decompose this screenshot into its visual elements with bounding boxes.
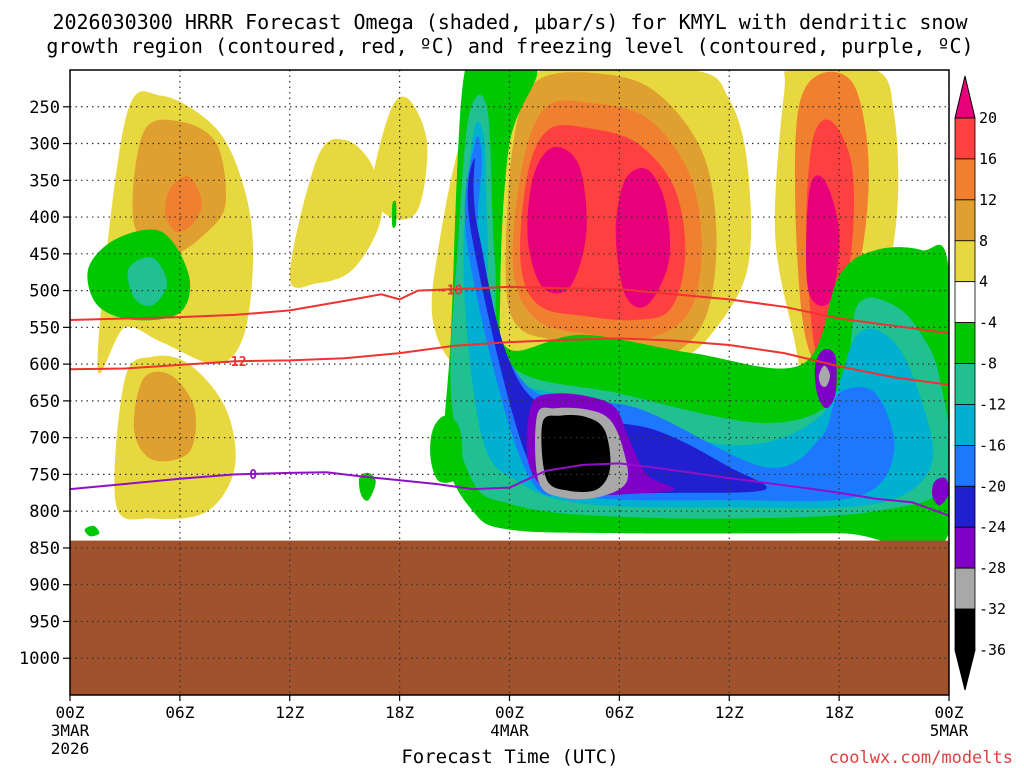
colorbar-swatch bbox=[954, 444, 976, 487]
colorbar-label: -36 bbox=[979, 641, 1006, 659]
colorbar-top-arrow bbox=[954, 75, 976, 119]
colorbar-label: -4 bbox=[979, 314, 997, 332]
colorbar-swatch bbox=[954, 567, 976, 610]
colorbar-label: -32 bbox=[979, 600, 1006, 618]
y-axis: 250 300 350 400 450 500 550 600 650 700 750 800 850 9… bbox=[19, 98, 70, 669]
omega-region-9 bbox=[806, 175, 840, 306]
x-tick-label: 12Z bbox=[275, 703, 304, 722]
colorbar-label: -20 bbox=[979, 477, 1006, 495]
x-tick-label: 06Z bbox=[165, 703, 194, 722]
colorbar-swatch bbox=[954, 117, 976, 160]
omega-region-14 bbox=[133, 371, 197, 462]
omega-region-24 bbox=[541, 414, 611, 493]
omega-region-28 bbox=[127, 256, 168, 307]
colorbar-swatch bbox=[954, 281, 976, 324]
y-tick-label: 500 bbox=[29, 282, 60, 302]
x-tick-label: 00Z bbox=[935, 703, 964, 722]
x-tick-date: 3MAR bbox=[51, 721, 90, 740]
colorbar-swatch bbox=[954, 158, 976, 201]
terrain-block bbox=[70, 540, 949, 695]
omega-shading bbox=[84, 70, 949, 553]
omega-region-15 bbox=[289, 139, 383, 288]
omega-region-31 bbox=[84, 525, 100, 537]
x-tick-label: 18Z bbox=[825, 703, 854, 722]
colorbar-swatch bbox=[954, 199, 976, 242]
x-tick-label: 00Z bbox=[56, 703, 85, 722]
y-tick-label: 450 bbox=[29, 245, 60, 265]
omega-region-30 bbox=[358, 472, 376, 501]
temperature-contours: -18 -12 0 bbox=[70, 283, 949, 517]
grid-lines bbox=[70, 70, 949, 695]
y-tick-label: 950 bbox=[29, 612, 60, 632]
omega-region-26 bbox=[818, 365, 831, 387]
x-axis-label: Forecast Time (UTC) bbox=[401, 746, 618, 768]
y-tick-label: 350 bbox=[29, 171, 60, 191]
colorbar-label: 8 bbox=[979, 232, 988, 250]
colorbar-swatch bbox=[954, 485, 976, 528]
omega-region-33 bbox=[932, 477, 949, 506]
colorbar-swatch bbox=[954, 608, 976, 651]
colorbar-label: -12 bbox=[979, 395, 1006, 413]
omega-region-5 bbox=[615, 167, 671, 308]
y-tick-label: 250 bbox=[29, 98, 60, 118]
y-tick-label: 600 bbox=[29, 355, 60, 375]
colorbar-label: -8 bbox=[979, 355, 997, 373]
colorbar-swatch bbox=[954, 404, 976, 446]
colorbar-label: -16 bbox=[979, 436, 1006, 454]
y-tick-label: 1000 bbox=[19, 649, 60, 669]
y-tick-label: 800 bbox=[29, 502, 60, 522]
colorbar: 20 16 12 8 4 -4 -8 -12 -16 -20 -24 -28 -32 -36 bbox=[954, 75, 1006, 691]
x-tick-label: 12Z bbox=[715, 703, 744, 722]
y-tick-label: 550 bbox=[29, 318, 60, 338]
chart-title-line2: growth region (contoured, red, ºC) and f… bbox=[46, 34, 973, 58]
y-tick-label: 650 bbox=[29, 392, 60, 412]
colorbar-label: -28 bbox=[979, 559, 1006, 577]
colorbar-label: 20 bbox=[979, 109, 997, 127]
x-tick-label: 18Z bbox=[385, 703, 414, 722]
colorbar-swatch bbox=[954, 363, 976, 405]
x-tick-date: 4MAR bbox=[490, 721, 529, 740]
contour-dendritic-lower bbox=[70, 337, 949, 386]
y-tick-label: 750 bbox=[29, 465, 60, 485]
colorbar-swatch bbox=[954, 526, 976, 569]
y-tick-label: 400 bbox=[29, 208, 60, 228]
colorbar-bottom-arrow bbox=[954, 649, 976, 691]
chart-title-line1: 2026030300 HRRR Forecast Omega (shaded, … bbox=[52, 10, 968, 34]
colorbar-swatch bbox=[954, 240, 976, 283]
contour-label-freezing-level: 0 bbox=[249, 468, 257, 483]
omega-region-29 bbox=[430, 415, 463, 483]
contour-dendritic-upper bbox=[70, 285, 949, 335]
contour-label-dendritic-upper: -18 bbox=[439, 283, 463, 298]
x-tick-label: 00Z bbox=[495, 703, 524, 722]
colorbar-swatch bbox=[954, 322, 976, 364]
contour-label-dendritic-lower: -12 bbox=[223, 355, 246, 370]
omega-region-12 bbox=[165, 176, 202, 233]
plot-area: -18 -12 0 bbox=[70, 70, 949, 695]
colorbar-label: 12 bbox=[979, 191, 997, 209]
colorbar-label: -24 bbox=[979, 518, 1006, 536]
omega-region-32 bbox=[391, 200, 397, 228]
colorbar-label: 16 bbox=[979, 150, 997, 168]
colorbar-label: 4 bbox=[979, 273, 988, 291]
y-tick-label: 900 bbox=[29, 576, 60, 596]
x-tick-date: 5MAR bbox=[930, 721, 969, 740]
y-tick-label: 300 bbox=[29, 135, 60, 155]
omega-region-4 bbox=[527, 146, 587, 294]
credit-text: coolwx.com/modelts bbox=[829, 748, 1013, 768]
x-tick-year: 2026 bbox=[51, 739, 90, 758]
y-tick-label: 850 bbox=[29, 539, 60, 559]
contour-freezing-level bbox=[70, 462, 949, 517]
x-tick-label: 06Z bbox=[605, 703, 634, 722]
y-tick-label: 700 bbox=[29, 429, 60, 449]
